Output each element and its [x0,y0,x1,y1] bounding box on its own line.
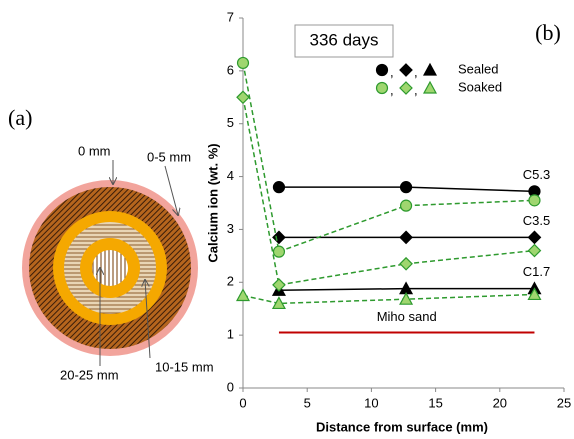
ring-label: 20-25 mm [60,367,119,382]
series-line [243,294,534,303]
y-tick-label: 3 [227,221,234,236]
legend-separator: , [390,82,394,97]
x-tick-label: 5 [304,395,311,410]
x-tick-label: 25 [557,395,571,410]
marker [400,231,412,243]
marker [401,200,412,211]
marker [273,279,285,291]
legend-label: Sealed [458,61,498,76]
marker [400,258,412,270]
marker [237,290,249,301]
legend-marker [400,64,412,76]
legend-marker [377,83,388,94]
ring-core [92,250,128,286]
diagram: (a) 0 mm 0-5 mm 10-15 mm 20-25 mm [8,105,214,382]
panel-label: (b) [535,20,561,45]
legend-marker [400,82,412,94]
y-tick-label: 2 [227,274,234,289]
x-tick-label: 0 [239,395,246,410]
y-tick-label: 4 [227,168,234,183]
ring-label: 0 mm [78,143,111,158]
marker [273,246,284,257]
series-line [243,97,534,285]
ring-label: 10-15 mm [155,359,214,374]
legend-separator: , [390,64,394,79]
marker [273,231,285,243]
y-axis-label: Calcium ion (wt. %) [205,143,220,262]
series-label: C1.7 [523,264,550,279]
x-tick-label: 20 [493,395,507,410]
legend-marker [424,82,436,93]
marker [273,182,284,193]
series-label: C3.5 [523,213,550,228]
legend-marker [377,65,388,76]
annotation: 336 days [310,30,379,49]
reference-label: Miho sand [377,309,437,324]
y-tick-label: 7 [227,9,234,24]
marker [237,91,249,103]
legend-label: Soaked [458,79,502,94]
legend-separator: , [414,82,418,97]
marker [528,231,540,243]
y-tick-label: 0 [227,379,234,394]
legend-marker [424,64,436,75]
marker [238,57,249,68]
figure: (a) 0 mm 0-5 mm 10-15 mm 20-25 mm 336 da… [0,0,574,439]
panel-label: (a) [8,105,32,130]
y-tick-label: 6 [227,62,234,77]
y-tick-label: 5 [227,115,234,130]
x-axis-label: Distance from surface (mm) [316,419,488,434]
y-tick-label: 1 [227,327,234,342]
legend-separator: , [414,64,418,79]
marker [529,195,540,206]
marker [528,245,540,257]
ring-label: 0-5 mm [147,149,191,164]
series-label: C5.3 [523,167,550,182]
x-tick-label: 10 [364,395,378,410]
marker [401,182,412,193]
x-tick-label: 15 [428,395,442,410]
